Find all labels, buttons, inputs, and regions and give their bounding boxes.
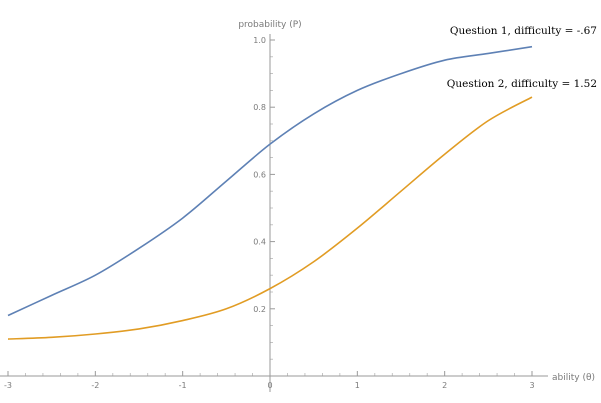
y-tick-label: 0.4 — [253, 238, 266, 247]
x-tick-label: -1 — [179, 381, 187, 390]
series-line-question-2 — [7, 96, 533, 340]
annotation-question-1: Question 1, difficulty = -.67 — [450, 25, 597, 37]
x-tick-label: 2 — [442, 381, 447, 390]
x-tick-label: -2 — [91, 381, 99, 390]
x-tick-label: 3 — [529, 381, 534, 390]
y-tick-label: 0.6 — [253, 170, 266, 179]
curves-layer — [7, 45, 533, 340]
series-line-question-1 — [7, 45, 533, 317]
x-tick-label: 1 — [355, 381, 360, 390]
y-tick-label: 0.8 — [253, 103, 266, 112]
annotation-question-2: Question 2, difficulty = 1.52 — [447, 78, 597, 90]
y-tick-label: 0.2 — [253, 305, 266, 314]
y-tick-label: 1.0 — [253, 36, 266, 45]
x-axis-label: ability (θ) — [552, 373, 595, 383]
x-tick-label: -3 — [4, 381, 12, 390]
y-axis-label: probability (P) — [238, 20, 301, 30]
